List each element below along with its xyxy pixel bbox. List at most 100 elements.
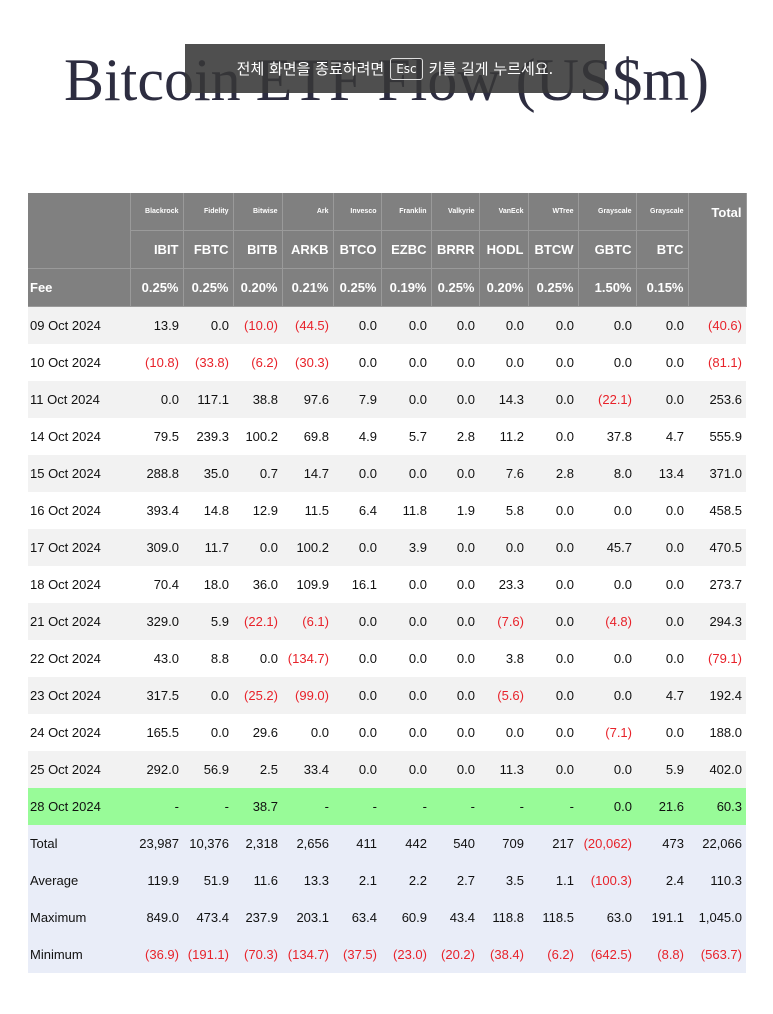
cell-value: 0.0	[613, 799, 632, 814]
cell-value: -	[324, 799, 329, 814]
ticker: BTCW	[528, 230, 579, 269]
ticker: BRRR	[431, 230, 480, 269]
cell-value: -	[174, 799, 179, 814]
cell-value: 2.7	[456, 873, 475, 888]
cell-value: 0.0	[555, 355, 574, 370]
cell-value: 0.0	[665, 651, 684, 666]
cell-value: 23.3	[498, 577, 524, 592]
data-row: 22 Oct 2024 43.0 8.8 0.0 (134.7) 0.0 0.0 0.0 3.8…	[28, 640, 746, 677]
cell-value: 4.7	[665, 429, 684, 444]
cell-value: (642.5)	[590, 947, 632, 962]
fee-label: Fee	[28, 268, 131, 307]
cell-value: 555.9	[709, 429, 742, 444]
cell-value: 4.7	[665, 688, 684, 703]
cell-value: 22,066	[702, 836, 742, 851]
cell-value: 0.0	[456, 540, 475, 555]
cell-value: 0.0	[408, 466, 427, 481]
cell-value: 0.0	[613, 355, 632, 370]
cell-value: (38.4)	[490, 947, 524, 962]
cell-value: 237.9	[245, 910, 278, 925]
cell-value: 79.5	[153, 429, 179, 444]
cell-value: 0.0	[358, 466, 377, 481]
cell-value: 13.9	[153, 318, 179, 333]
cell-value: (134.7)	[287, 947, 329, 962]
ticker: ARKB	[282, 230, 334, 269]
cell-value: 2,318	[245, 836, 278, 851]
fee: 0.20%	[479, 268, 529, 307]
data-row: 17 Oct 2024 309.0 11.7 0.0 100.2 0.0 3.9 0.0 0.0…	[28, 529, 746, 566]
cell-value: 294.3	[709, 614, 742, 629]
cell-value: 473	[662, 836, 684, 851]
data-row: 28 Oct 2024 - - 38.7 - - - - - - 0.0 21.6 60.3	[28, 788, 746, 825]
cell-value: 239.3	[196, 429, 229, 444]
cell-value: 5.9	[210, 614, 229, 629]
cell-value: 16.1	[351, 577, 377, 592]
cell-value: 2.1	[358, 873, 377, 888]
cell-value: (36.9)	[145, 947, 179, 962]
cell-value: 0.0	[358, 651, 377, 666]
cell-value: 35.0	[203, 466, 229, 481]
cell-value: 38.8	[252, 392, 278, 407]
cell-value: 165.5	[146, 725, 179, 740]
cell-value: 309.0	[146, 540, 179, 555]
cell-value: 0.0	[456, 651, 475, 666]
cell-value: 0.0	[613, 688, 632, 703]
provider-name: Blackrock	[130, 193, 184, 231]
row-label: 28 Oct 2024	[30, 799, 101, 814]
summary-row: Maximum 849.0 473.4 237.9 203.1 63.4 60.9 43.4 1…	[28, 899, 746, 936]
row-label: 23 Oct 2024	[30, 688, 101, 703]
cell-value: 0.0	[555, 651, 574, 666]
cell-value: 119.9	[147, 873, 179, 888]
row-label: 14 Oct 2024	[30, 429, 101, 444]
cell-value: 0.0	[408, 355, 427, 370]
ticker: GBTC	[578, 230, 637, 269]
cell-value: 63.4	[351, 910, 377, 925]
cell-value: (4.8)	[605, 614, 632, 629]
cell-value: (22.1)	[598, 392, 632, 407]
cell-value: 0.0	[555, 540, 574, 555]
cell-value: (99.0)	[295, 688, 329, 703]
cell-value: 23,987	[139, 836, 179, 851]
fee: 0.21%	[282, 268, 334, 307]
cell-value: 117.1	[197, 392, 229, 407]
cell-value: 60.3	[716, 799, 742, 814]
cell-value: (79.1)	[708, 651, 742, 666]
cell-value: 5.9	[665, 762, 684, 777]
cell-value: 0.0	[310, 725, 329, 740]
row-label: 16 Oct 2024	[30, 503, 101, 518]
cell-value: 0.0	[358, 725, 377, 740]
cell-value: 0.0	[408, 725, 427, 740]
fee: 0.25%	[528, 268, 579, 307]
cell-value: 292.0	[146, 762, 179, 777]
cell-value: 56.9	[203, 762, 229, 777]
ticker: BITB	[233, 230, 283, 269]
cell-value: 0.0	[613, 318, 632, 333]
cell-value: (6.1)	[302, 614, 329, 629]
cell-value: 5.7	[408, 429, 427, 444]
cell-value: 2.5	[259, 762, 278, 777]
cell-value: 273.7	[709, 577, 742, 592]
row-label: Average	[30, 873, 79, 888]
cell-value: 29.6	[252, 725, 278, 740]
cell-value: 0.0	[358, 540, 377, 555]
toast-text: 전체 화면을 종료하려면	[236, 60, 385, 78]
cell-value: 0.0	[259, 540, 278, 555]
cell-value: 540	[453, 836, 475, 851]
cell-value: 18.0	[203, 577, 229, 592]
data-row: 11 Oct 2024 0.0 117.1 38.8 97.6 7.9 0.0 0.0 14.3…	[28, 381, 746, 418]
cell-value: (30.3)	[295, 355, 329, 370]
cell-value: (134.7)	[287, 651, 329, 666]
cell-value: 1.9	[456, 503, 475, 518]
cell-value: 69.8	[303, 429, 329, 444]
cell-value: 0.0	[555, 577, 574, 592]
cell-value: -	[470, 799, 475, 814]
header-row: Blackrock Fidelity Bitwise Ark Invesco Frankl…	[28, 193, 747, 307]
fee: 0.25%	[183, 268, 234, 307]
toast-text: 키를 길게 누르세요.	[428, 60, 554, 78]
row-label: 15 Oct 2024	[30, 466, 101, 481]
cell-value: 2.8	[555, 466, 574, 481]
cell-value: -	[569, 799, 574, 814]
cell-value: 11.8	[402, 503, 427, 518]
cell-value: 0.0	[665, 355, 684, 370]
cell-value: 14.8	[203, 503, 229, 518]
